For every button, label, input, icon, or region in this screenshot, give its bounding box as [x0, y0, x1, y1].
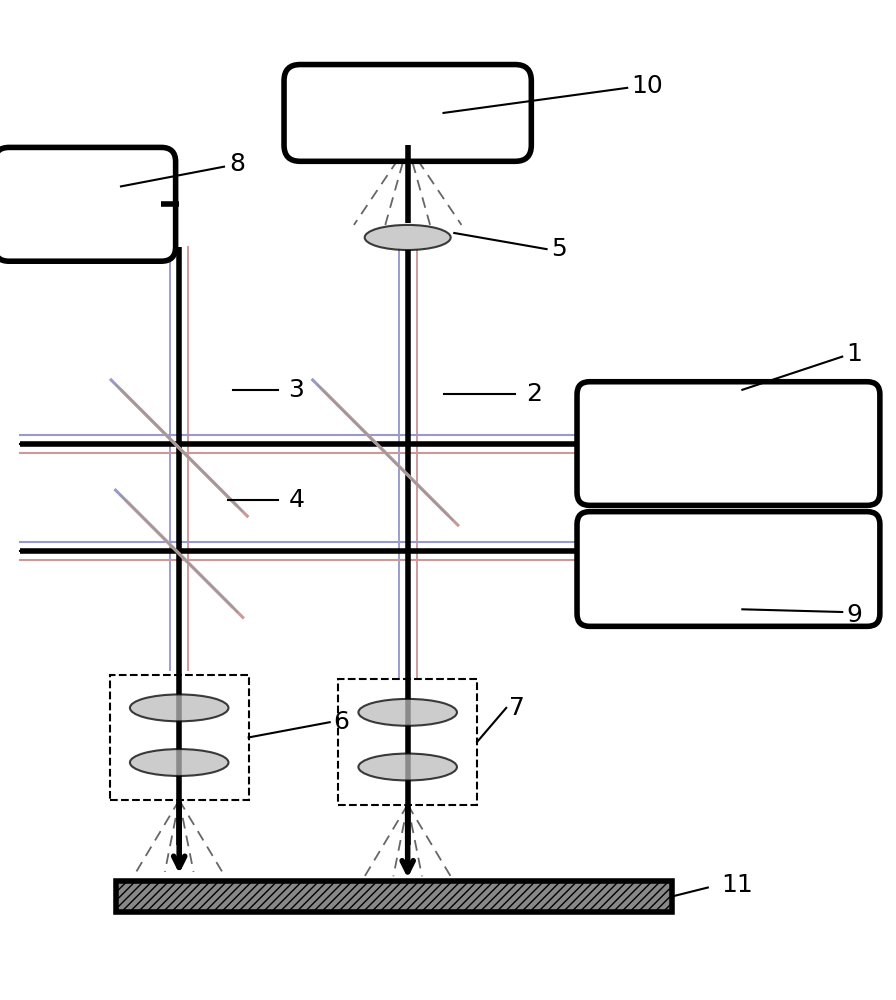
Ellipse shape [358, 699, 457, 726]
Ellipse shape [358, 754, 457, 780]
Text: 5: 5 [551, 237, 567, 261]
Text: 1: 1 [847, 342, 863, 366]
Bar [116, 881, 672, 912]
FancyBboxPatch shape [0, 147, 176, 261]
Bar [339, 679, 478, 805]
Ellipse shape [365, 225, 451, 250]
FancyBboxPatch shape [577, 382, 880, 505]
Text: 2: 2 [526, 382, 542, 406]
Text: 9: 9 [847, 603, 863, 627]
Ellipse shape [130, 694, 228, 721]
Text: 6: 6 [333, 710, 349, 734]
Bar [110, 675, 249, 800]
Text: 3: 3 [289, 378, 305, 402]
Text: 10: 10 [632, 74, 663, 98]
Text: 11: 11 [721, 873, 753, 897]
Text: 7: 7 [509, 696, 525, 720]
Text: 4: 4 [289, 488, 305, 512]
Ellipse shape [130, 749, 228, 776]
Text: 8: 8 [229, 152, 246, 176]
FancyBboxPatch shape [284, 65, 531, 161]
FancyBboxPatch shape [577, 512, 880, 626]
